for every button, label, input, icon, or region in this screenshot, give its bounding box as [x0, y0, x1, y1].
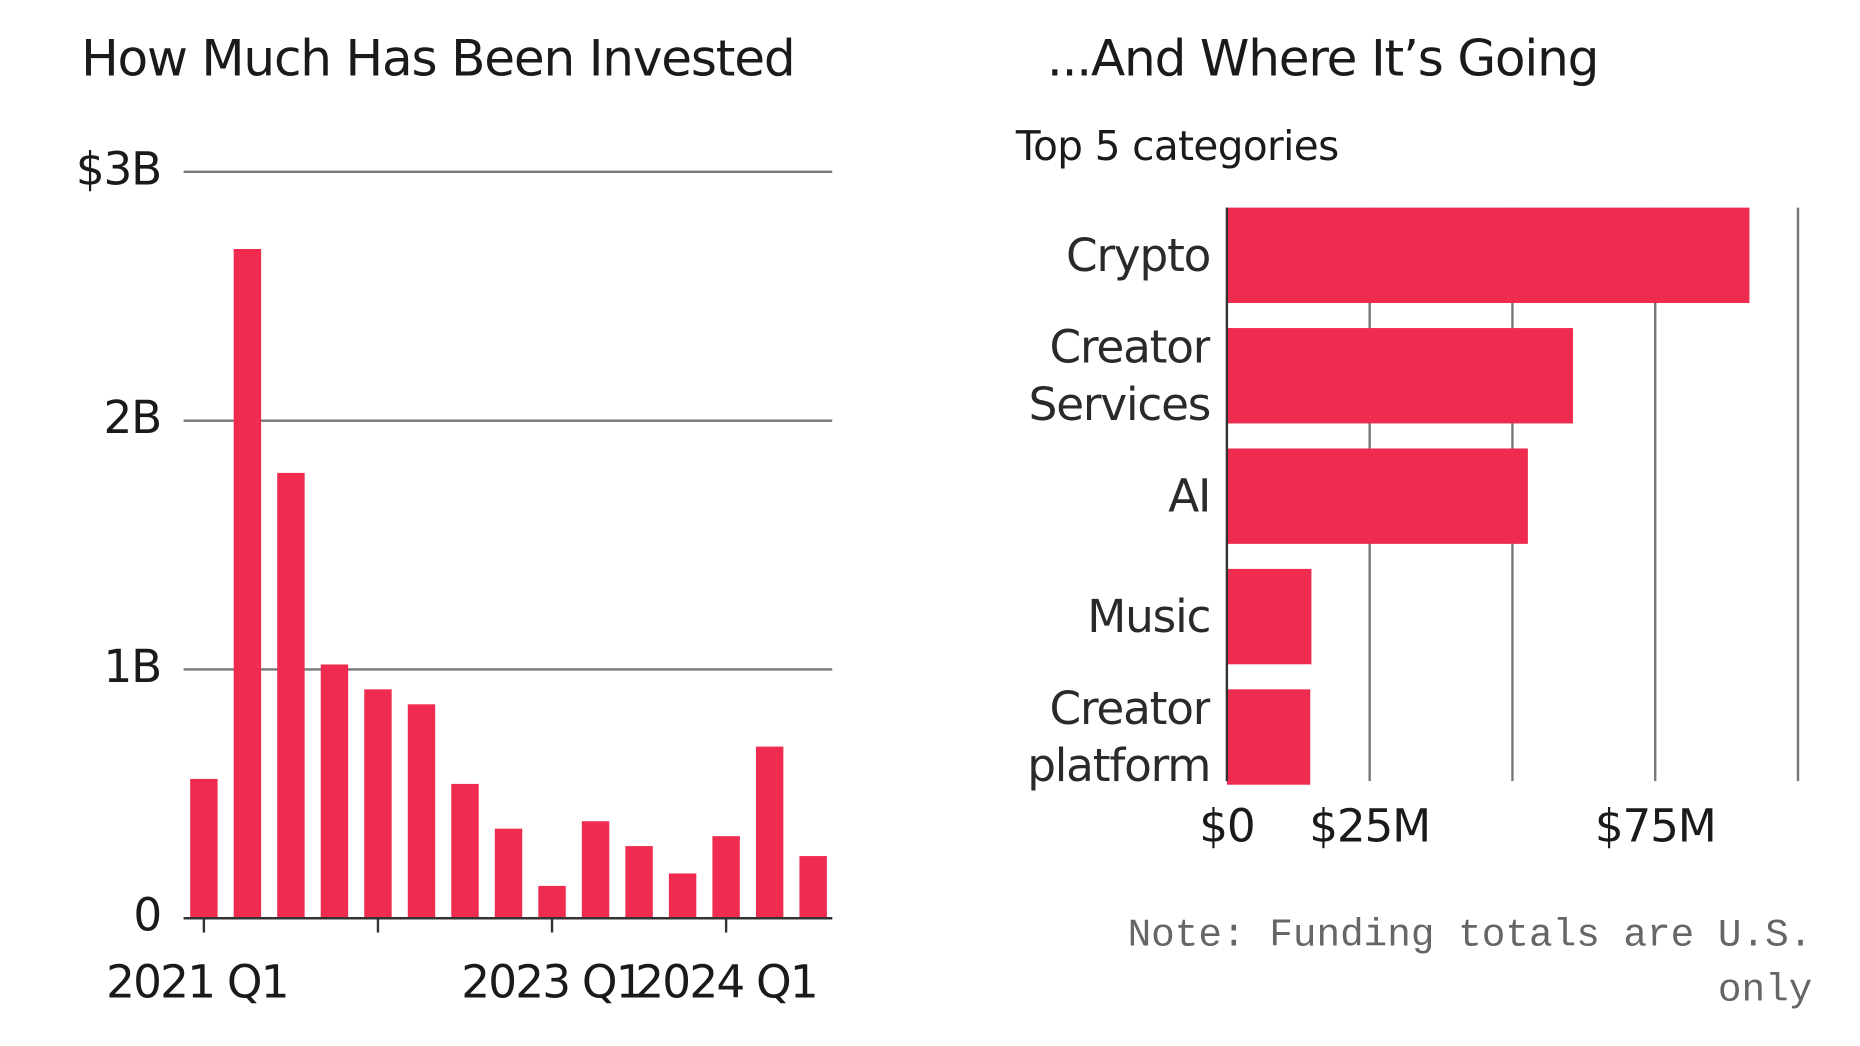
y-tick-label: 2B [103, 391, 161, 444]
category-label: AI [1168, 469, 1211, 523]
chart-title: ...And Where It’s Going [1047, 30, 1598, 88]
bar [451, 783, 479, 919]
bar [1226, 568, 1312, 665]
category-label-box: Creator platform [1027, 682, 1211, 792]
y-tick-label: 0 [133, 889, 161, 942]
category-label: Music [1087, 590, 1211, 643]
bar [494, 828, 523, 919]
category-label-box: Crypto [1066, 229, 1211, 282]
bar [1226, 448, 1528, 544]
note: Note: Funding totals are U.S. only [1127, 913, 1813, 1013]
y-tick-label: $3B [76, 142, 161, 195]
x-tick-label: $25M [1309, 799, 1430, 852]
bar [538, 885, 566, 919]
x-tick-label: 2021 Q1 [106, 956, 288, 1009]
bar [190, 778, 218, 919]
chart-title: How Much Has Been Invested [81, 30, 794, 88]
category-label: Creator platform [1027, 682, 1211, 792]
bar [799, 856, 827, 919]
x-tick-label: 2023 Q1 [461, 956, 643, 1009]
y-tick-label: 1B [103, 640, 161, 693]
bar [233, 248, 262, 919]
chart-subtitle: Top 5 categories [1015, 122, 1339, 170]
bar [1226, 328, 1573, 424]
category-label-box: Music [1087, 590, 1211, 643]
x-tick-label: 2024 Q1 [635, 956, 817, 1009]
category-label-box: AI [1168, 469, 1211, 523]
bar [364, 689, 392, 919]
category-label-box: Creator Services [1028, 320, 1211, 431]
bar [277, 472, 305, 919]
bar [1226, 689, 1311, 785]
bar [407, 704, 436, 919]
bar [755, 746, 784, 919]
x-tick-label: $75M [1595, 799, 1716, 852]
bar [581, 821, 610, 919]
category-label: Creator Services [1028, 320, 1211, 431]
x-tick-label: $0 [1199, 799, 1254, 852]
bar [320, 664, 349, 919]
bar [625, 846, 653, 919]
bar [712, 836, 740, 919]
category-label: Crypto [1066, 229, 1211, 282]
bar [668, 873, 697, 919]
note-box: Note: Funding totals are U.S. only [1127, 913, 1813, 1013]
bar [1226, 207, 1750, 304]
